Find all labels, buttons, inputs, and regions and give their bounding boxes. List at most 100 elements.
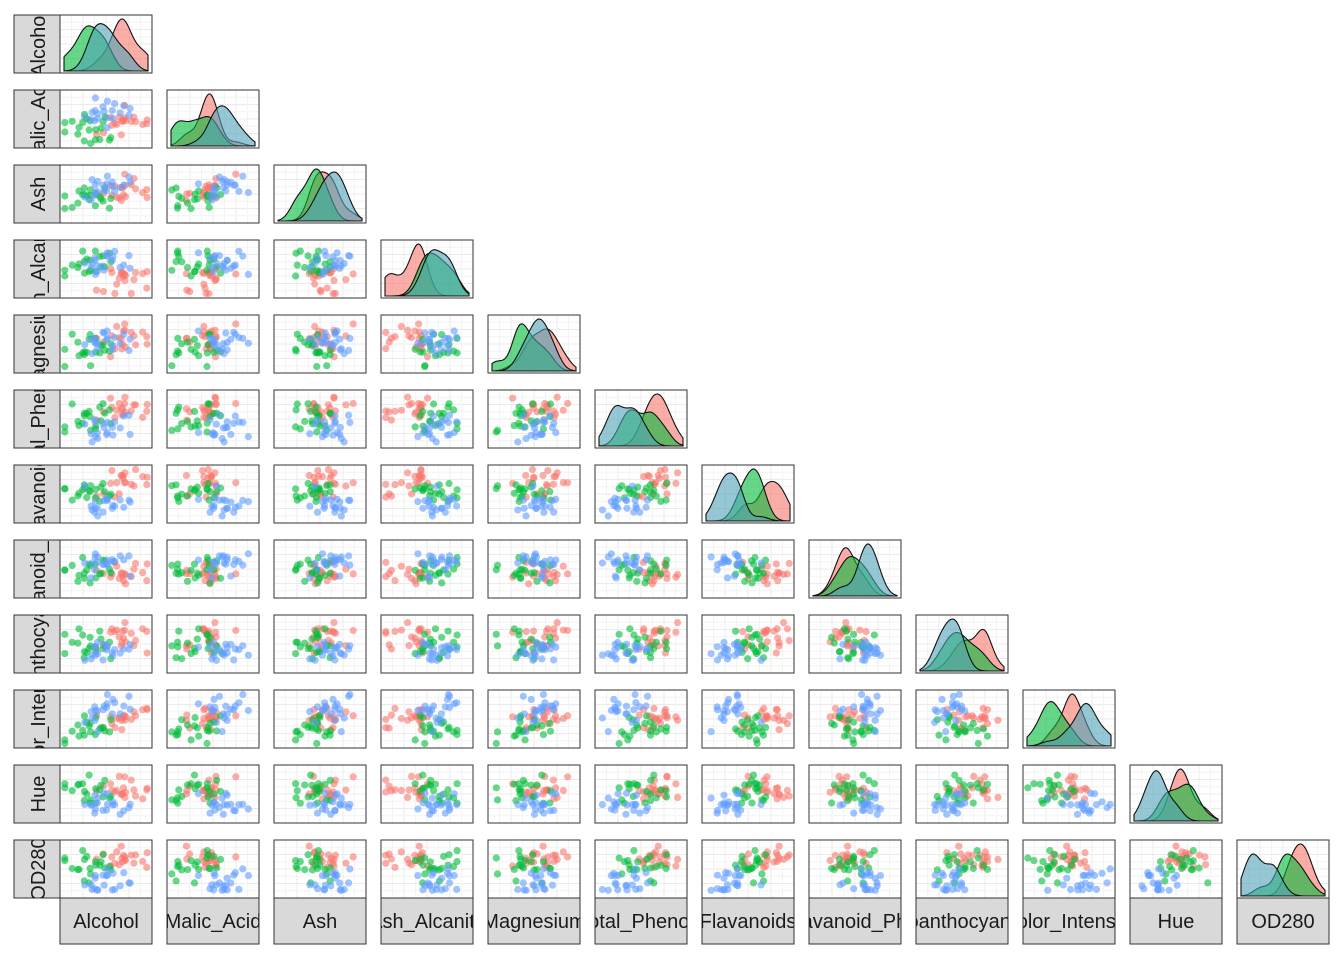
panel-border	[59, 164, 153, 224]
data-point	[615, 739, 623, 748]
data-point	[183, 781, 192, 789]
data-point	[331, 262, 339, 270]
data-point	[387, 416, 395, 424]
data-point	[1067, 785, 1076, 793]
data-point	[312, 497, 320, 505]
panel-Ash_Alcanity-vs-Ash	[273, 239, 367, 299]
data-point	[1087, 789, 1095, 797]
data-point	[539, 561, 548, 569]
data-point	[1077, 801, 1085, 809]
data-point	[419, 339, 427, 347]
data-point	[674, 855, 682, 864]
data-point	[81, 482, 89, 490]
data-point	[845, 792, 853, 801]
data-point	[548, 424, 557, 432]
data-point	[952, 716, 960, 725]
data-point	[611, 560, 619, 568]
data-point	[559, 714, 567, 723]
data-point	[539, 858, 548, 866]
data-point	[91, 858, 99, 866]
data-point	[83, 493, 91, 502]
data-point	[244, 270, 252, 278]
panel-Color_Intensity-vs-Ash_Alcanity	[380, 689, 474, 749]
data-point	[99, 656, 107, 664]
data-point	[630, 508, 638, 516]
data-point	[211, 252, 219, 260]
data-point	[87, 881, 95, 889]
data-point	[220, 801, 228, 809]
data-point	[143, 577, 151, 585]
data-point	[859, 806, 867, 815]
data-point	[116, 109, 124, 117]
data-point	[453, 847, 461, 855]
panel-Nonflavanoid_Phenols-vs-Nonflavanoid_Phenols	[808, 539, 902, 599]
data-point	[330, 619, 338, 627]
data-point	[331, 553, 339, 561]
data-point	[301, 263, 309, 272]
data-point	[1051, 793, 1059, 801]
data-point	[610, 695, 618, 704]
data-point	[772, 849, 780, 857]
data-point	[414, 872, 422, 880]
data-point	[87, 362, 95, 370]
data-point	[453, 699, 461, 707]
data-point	[204, 723, 212, 732]
panel-border	[166, 89, 260, 149]
data-point	[313, 885, 322, 893]
data-point	[538, 407, 546, 415]
data-point	[342, 482, 350, 490]
data-point	[1044, 794, 1052, 802]
data-point	[611, 494, 619, 502]
data-point	[663, 723, 671, 732]
data-point	[391, 704, 399, 713]
data-point	[951, 771, 959, 779]
data-point	[321, 560, 329, 568]
data-point	[227, 800, 235, 808]
data-point	[518, 565, 526, 573]
data-point	[492, 739, 500, 748]
data-point	[641, 633, 649, 641]
data-point	[438, 633, 446, 641]
data-point	[313, 488, 322, 496]
data-point	[87, 655, 95, 663]
data-point	[438, 791, 446, 799]
data-point	[453, 631, 461, 639]
data-point	[79, 553, 87, 562]
data-point	[425, 881, 434, 889]
data-point	[239, 690, 247, 699]
data-point	[663, 556, 671, 564]
data-point	[81, 881, 89, 889]
data-point	[203, 362, 211, 371]
panel-Proanthocyanins-vs-Nonflavanoid_Phenols	[808, 614, 902, 674]
data-point	[979, 704, 987, 713]
data-point	[87, 263, 95, 272]
data-point	[522, 628, 530, 636]
data-point	[208, 430, 216, 438]
panel-Hue-vs-Alcohol	[59, 764, 153, 824]
data-point	[828, 799, 836, 807]
data-point	[612, 801, 620, 809]
data-point	[859, 789, 867, 797]
data-point	[244, 651, 252, 659]
data-point	[109, 114, 117, 122]
data-point	[1063, 791, 1071, 799]
data-point	[444, 786, 452, 794]
data-point	[707, 553, 715, 561]
data-point	[546, 412, 554, 420]
density-curve	[385, 249, 470, 297]
data-point	[111, 289, 119, 298]
data-point	[510, 780, 518, 788]
data-point	[404, 469, 412, 477]
data-point	[611, 646, 619, 654]
data-point	[212, 482, 220, 490]
data-point	[546, 400, 555, 408]
data-point	[100, 702, 108, 710]
data-point	[453, 801, 461, 809]
data-point	[672, 862, 680, 870]
data-point	[93, 504, 101, 512]
data-point	[103, 690, 111, 699]
data-point	[453, 885, 461, 894]
data-point	[230, 656, 238, 664]
data-point	[775, 642, 783, 650]
data-point	[548, 789, 557, 797]
